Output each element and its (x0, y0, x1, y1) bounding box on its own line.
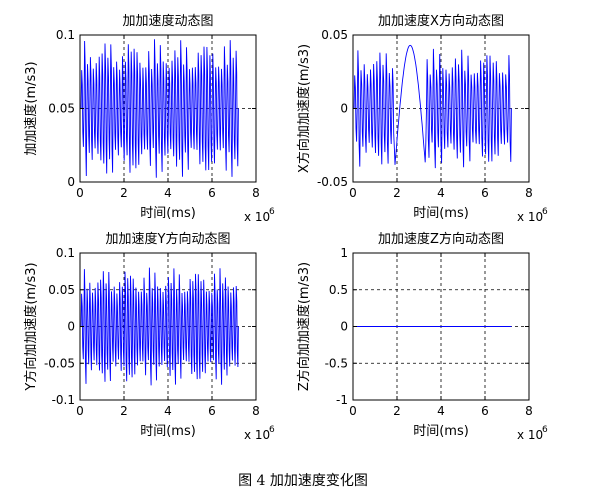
x-exponent-power: 6 (269, 207, 275, 217)
y-tick-label: 0.1 (56, 246, 75, 260)
x-axis-label: 时间(ms) (140, 424, 196, 439)
y-axis-label: 加加速度(m/s3) (23, 61, 39, 155)
series-line (80, 39, 239, 178)
y-axis-label: X方向加加速度(m/s3) (296, 44, 312, 173)
x-tick-label: 6 (208, 186, 216, 200)
series-line (353, 44, 512, 169)
x-tick-label: 8 (525, 186, 533, 200)
y-tick-label: 0.05 (48, 283, 75, 297)
x-tick-label: 0 (76, 186, 84, 200)
chart-title: 加加速度Y方向动态图 (106, 231, 231, 247)
x-tick-label: 8 (252, 404, 260, 418)
x-axis-label: 时间(ms) (413, 424, 469, 439)
x-tick-label: 2 (120, 404, 128, 418)
x-tick-label: 6 (208, 404, 216, 418)
y-tick-label: -0.5 (325, 356, 348, 370)
x-axis-label: 时间(ms) (413, 206, 469, 221)
x-tick-label: 4 (164, 186, 172, 200)
x-exponent-power: 6 (542, 207, 548, 217)
x-tick-label: 8 (525, 404, 533, 418)
y-tick-label: 1 (340, 246, 348, 260)
series-line (80, 267, 239, 386)
x-tick-label: 8 (252, 186, 260, 200)
y-tick-label: 0 (340, 102, 348, 116)
y-axis-label: Z方向加加速度(m/s3) (296, 262, 312, 391)
chart-title: 加加速度Z方向动态图 (378, 231, 504, 247)
x-tick-label: 6 (481, 404, 489, 418)
x-tick-label: 2 (393, 186, 401, 200)
x-exponent-label: x 10 (244, 210, 270, 224)
x-tick-label: 0 (349, 404, 357, 418)
y-tick-label: 0.1 (56, 28, 75, 42)
y-tick-label: -0.05 (317, 175, 348, 189)
x-tick-label: 2 (120, 186, 128, 200)
x-tick-label: 6 (481, 186, 489, 200)
y-tick-label: -0.05 (44, 356, 75, 370)
x-tick-label: 0 (76, 404, 84, 418)
x-tick-label: 4 (437, 404, 445, 418)
y-tick-label: 0 (340, 320, 348, 334)
y-tick-label: 0 (67, 320, 75, 334)
x-exponent-power: 6 (269, 425, 275, 435)
x-exponent-power: 6 (542, 425, 548, 435)
figure-caption: 图 4 加加速度变化图 (238, 473, 368, 489)
x-exponent-label: x 10 (517, 210, 543, 224)
y-tick-label: -1 (336, 393, 348, 407)
y-tick-label: 0.05 (48, 102, 75, 116)
x-exponent-label: x 10 (517, 428, 543, 442)
chart-title: 加加速度X方向动态图 (378, 13, 504, 29)
x-tick-label: 4 (437, 186, 445, 200)
y-tick-label: 0 (67, 175, 75, 189)
chart-title: 加加速度动态图 (122, 13, 213, 29)
x-tick-label: 4 (164, 404, 172, 418)
y-tick-label: 0.5 (329, 283, 348, 297)
x-axis-label: 时间(ms) (140, 206, 196, 221)
y-tick-label: -0.1 (52, 393, 75, 407)
y-axis-label: Y方向加加速度(m/s3) (23, 262, 39, 391)
x-tick-label: 0 (349, 186, 357, 200)
y-tick-label: 0.05 (321, 28, 348, 42)
x-exponent-label: x 10 (244, 428, 270, 442)
x-tick-label: 2 (393, 404, 401, 418)
